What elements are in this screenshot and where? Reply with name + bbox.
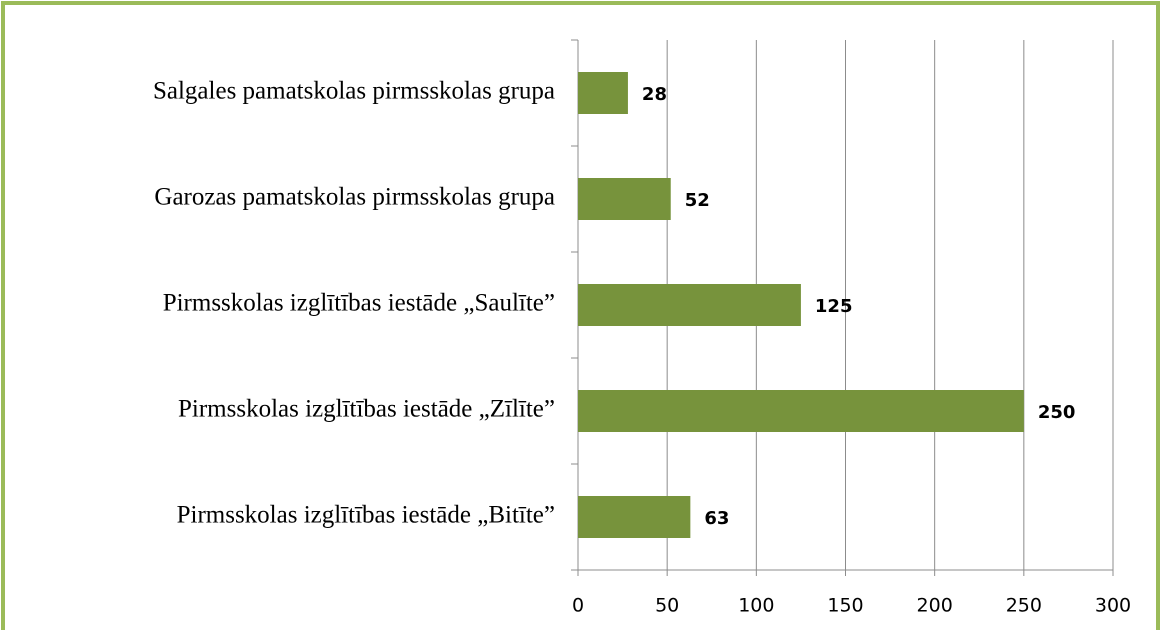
data-label: 125 — [815, 296, 853, 317]
category-label: Pirmsskolas izglītības iestāde „Zīlīte” — [178, 396, 555, 423]
x-tick-label: 150 — [827, 595, 863, 617]
bar — [578, 496, 691, 538]
data-label: 28 — [642, 84, 667, 105]
bar — [578, 284, 801, 326]
x-tick-label: 200 — [917, 595, 953, 617]
category-label: Pirmsskolas izglītības iestāde „Bitīte” — [177, 502, 555, 529]
x-tick-label: 100 — [738, 595, 774, 617]
x-tick-label: 250 — [1006, 595, 1042, 617]
data-label: 63 — [704, 508, 729, 529]
bar — [578, 178, 671, 220]
bar — [578, 390, 1024, 432]
data-label: 250 — [1038, 402, 1076, 423]
x-tick-label: 300 — [1095, 595, 1131, 617]
category-label: Pirmsskolas izglītības iestāde „Saulīte” — [163, 290, 555, 317]
category-label: Garozas pamatskolas pirmsskolas grupa — [154, 184, 555, 211]
x-tick-label: 50 — [655, 595, 679, 617]
data-label: 52 — [685, 190, 710, 211]
bar — [578, 72, 628, 114]
category-label: Salgales pamatskolas pirmsskolas grupa — [153, 78, 555, 105]
x-tick-label: 0 — [572, 595, 584, 617]
